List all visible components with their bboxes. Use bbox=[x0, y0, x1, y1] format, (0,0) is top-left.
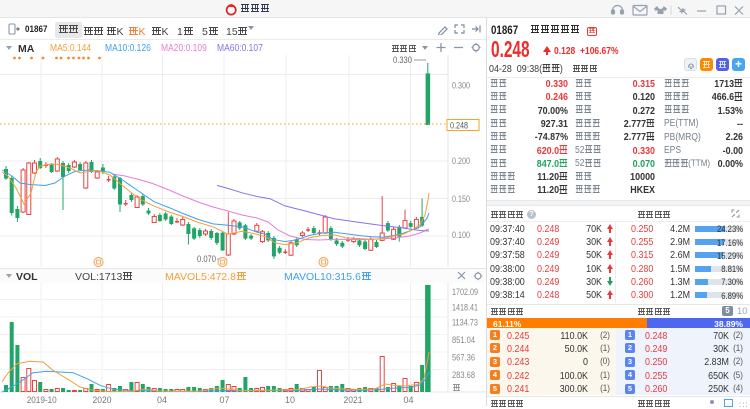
svg-text:1702.09: 1702.09 bbox=[452, 287, 478, 297]
svg-text:0.070: 0.070 bbox=[197, 254, 216, 264]
svg-text:1418.41: 1418.41 bbox=[452, 303, 478, 313]
svg-text:1134.73: 1134.73 bbox=[452, 318, 478, 328]
svg-text:0.300: 0.300 bbox=[452, 81, 470, 91]
svg-text:2020: 2020 bbox=[93, 395, 112, 405]
svg-text:0.248: 0.248 bbox=[450, 121, 468, 131]
svg-text:567.36: 567.36 bbox=[452, 353, 475, 363]
svg-text:2021: 2021 bbox=[344, 395, 363, 405]
svg-text:851.04: 851.04 bbox=[452, 335, 475, 345]
svg-text:10: 10 bbox=[285, 395, 295, 405]
svg-text:0.150: 0.150 bbox=[452, 194, 470, 204]
svg-text:0.200: 0.200 bbox=[452, 156, 470, 166]
svg-text:0.330: 0.330 bbox=[393, 55, 412, 65]
svg-text:04: 04 bbox=[157, 395, 167, 405]
svg-text:0.100: 0.100 bbox=[452, 230, 470, 240]
svg-text:2019-10: 2019-10 bbox=[27, 395, 57, 405]
svg-text:04: 04 bbox=[404, 395, 414, 405]
svg-text:283.68: 283.68 bbox=[452, 370, 475, 380]
svg-text:07: 07 bbox=[220, 395, 230, 405]
